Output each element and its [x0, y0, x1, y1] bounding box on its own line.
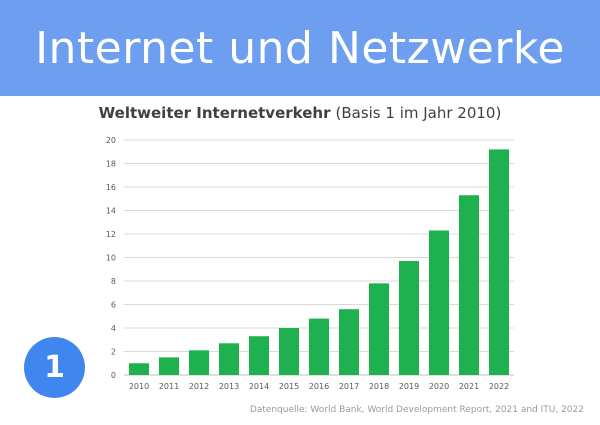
bar: [339, 309, 359, 375]
title-banner: Internet und Netzwerke: [0, 0, 600, 96]
y-tick-label: 4: [111, 324, 116, 333]
data-source-note: Datenquelle: World Bank, World Developme…: [249, 405, 584, 415]
y-tick-label: 2: [111, 348, 116, 357]
x-tick-label: 2010: [129, 382, 149, 391]
bar: [129, 363, 149, 375]
x-tick-label: 2013: [219, 382, 239, 391]
bar: [369, 283, 389, 375]
page-title: Internet und Netzwerke: [35, 22, 565, 74]
bar: [189, 350, 209, 375]
chart-title: Weltweiter Internetverkehr (Basis 1 im Ja…: [0, 104, 600, 122]
bar: [309, 318, 329, 375]
x-tick-label: 2018: [369, 382, 389, 391]
y-tick-label: 16: [106, 183, 116, 192]
x-tick-label: 2021: [459, 382, 479, 391]
y-tick-label: 0: [111, 371, 116, 380]
bar: [249, 336, 269, 375]
y-tick-label: 6: [111, 301, 116, 310]
x-tick-label: 2022: [489, 382, 509, 391]
bar: [219, 343, 239, 375]
bar: [159, 357, 179, 375]
chart-subtitle: (Basis 1 im Jahr 2010): [335, 104, 502, 122]
x-tick-label: 2015: [279, 382, 299, 391]
x-tick-label: 2014: [249, 382, 269, 391]
bar: [459, 195, 479, 375]
x-tick-label: 2016: [309, 382, 329, 391]
x-tick-label: 2017: [339, 382, 359, 391]
x-tick-label: 2019: [399, 382, 419, 391]
x-tick-label: 2020: [429, 382, 449, 391]
y-tick-label: 12: [106, 230, 116, 239]
x-tick-label: 2011: [159, 382, 179, 391]
slide-number-badge: 1: [24, 337, 85, 398]
y-tick-label: 18: [106, 160, 116, 169]
y-tick-label: 10: [106, 254, 116, 263]
bar: [429, 230, 449, 375]
chart-title-main: Weltweiter Internetverkehr: [98, 104, 331, 122]
y-tick-label: 14: [106, 207, 116, 216]
y-tick-label: 8: [111, 277, 116, 286]
bar: [399, 261, 419, 375]
bar: [279, 328, 299, 375]
bar: [489, 149, 509, 375]
y-tick-label: 20: [106, 136, 116, 145]
x-tick-label: 2012: [189, 382, 209, 391]
